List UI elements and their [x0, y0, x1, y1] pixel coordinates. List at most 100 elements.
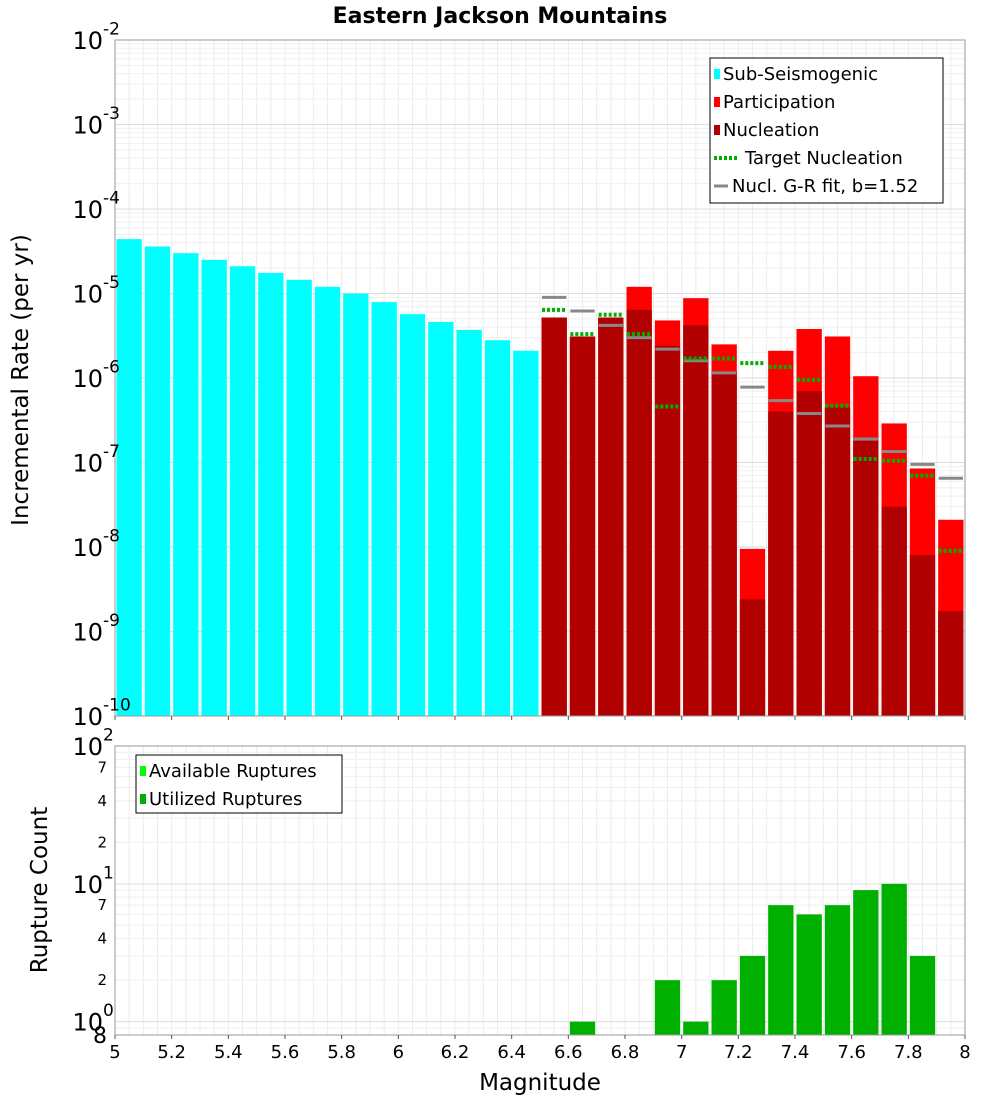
sub-seismogenic-bar: [258, 272, 284, 716]
plot-border: [114, 39, 966, 717]
x-tick-label: 5.2: [157, 1042, 186, 1063]
legend-swatch: [714, 97, 720, 107]
legend-swatch: [714, 125, 720, 135]
x-axis-label: Magnitude: [479, 1070, 601, 1096]
y-tick-label: 10: [72, 365, 103, 393]
sub-seismogenic-bar: [484, 340, 511, 716]
legend-box: [135, 754, 343, 814]
x-tick-label: 6.2: [441, 1042, 470, 1063]
y-minor-tick-label: 7: [97, 896, 107, 914]
y-minor-tick-label: 4: [97, 792, 107, 810]
x-tick-label: 5.4: [214, 1042, 243, 1063]
utilized-ruptures-bar: [909, 955, 936, 1035]
chart-title: Eastern Jackson Mountains: [333, 4, 668, 29]
utilized-ruptures-bar: [768, 905, 794, 1035]
x-tick-label: 6: [393, 1042, 404, 1063]
legend-label: Sub-Seismogenic: [723, 64, 878, 85]
nucleation-bar: [541, 317, 567, 716]
plot-border: [114, 745, 966, 1036]
count-legend: Available Ruptures Utilized Ruptures: [135, 754, 343, 814]
y-minor-tick-label: 7: [97, 758, 107, 776]
nucleation-bar: [938, 610, 964, 716]
utilized-ruptures-bar: [824, 905, 851, 1035]
sub-seismogenic-bar: [343, 293, 369, 716]
nucleation-bar: [711, 371, 737, 716]
utilized-ruptures-bar: [569, 1021, 596, 1035]
utilized-ruptures-bar: [654, 980, 681, 1035]
x-tick-label: 7.4: [781, 1042, 810, 1063]
y-tick-exponent: 1: [103, 863, 114, 883]
y-tick-exponent: -9: [103, 611, 120, 631]
nucleation-bar: [569, 336, 596, 716]
utilized-ruptures-bar: [853, 890, 879, 1035]
nucleation-bar: [654, 345, 681, 716]
y-bottom-tick-label: 8: [93, 1024, 107, 1049]
sub-seismogenic-bar: [116, 239, 142, 717]
utilized-ruptures-bar: [796, 914, 822, 1035]
nucleation-bar: [796, 391, 822, 716]
sub-seismogenic-bar: [399, 314, 426, 716]
y-minor-tick-label: 2: [97, 971, 107, 989]
legend-label: Available Ruptures: [149, 761, 317, 782]
count-plot: 5 5.2 5.4 5.6 5.8 6 6.2 6.4 6.6 6.8 7 7.2 7.4 7.6 7.8 8…: [72, 726, 970, 1063]
y-tick-label: 10: [72, 534, 103, 562]
legend-label: Nucleation: [723, 120, 819, 141]
y-tick-label: 10: [72, 27, 103, 55]
nucleation-bar: [768, 411, 794, 716]
x-tick-label: 6.8: [611, 1042, 640, 1063]
y-tick-label: 10: [72, 733, 103, 761]
legend-swatch: [140, 766, 146, 776]
y-tick-exponent: -7: [103, 442, 120, 462]
x-tick-label: 5.8: [327, 1042, 356, 1063]
sub-seismogenic-bar: [456, 329, 482, 716]
nucleation-bar: [824, 407, 851, 716]
nucleation-bar: [598, 317, 624, 716]
sub-seismogenic-bar: [144, 246, 171, 716]
x-tick-label: 7.8: [894, 1042, 923, 1063]
sub-seismogenic-bar: [314, 286, 341, 716]
y-tick-label: 10: [72, 1009, 103, 1037]
x-tick-label: 6.6: [554, 1042, 583, 1063]
nucleation-bar: [683, 325, 709, 716]
y-tick-exponent: 2: [103, 726, 114, 746]
utilized-ruptures-bar: [683, 1021, 709, 1035]
x-tick-label: 7.2: [724, 1042, 753, 1063]
nucleation-bar: [853, 440, 879, 716]
sub-seismogenic-bar: [371, 302, 397, 716]
y-tick-exponent: -10: [103, 696, 131, 716]
nucleation-bar: [626, 309, 652, 716]
top-y-axis-label: Incremental Rate (per yr): [8, 234, 34, 526]
sub-seismogenic-bar: [173, 253, 199, 716]
x-tick-label: 8: [959, 1042, 970, 1063]
y-tick-exponent: -3: [103, 104, 120, 124]
nucleation-bar: [739, 599, 766, 716]
y-tick-label: 10: [72, 281, 103, 309]
bottom-y-axis-label: Rupture Count: [27, 807, 53, 973]
y-tick-label: 10: [72, 112, 103, 140]
y-tick-label: 10: [72, 619, 103, 647]
legend-swatch: [714, 69, 720, 79]
utilized-ruptures-bar: [739, 955, 766, 1035]
y-tick-exponent: -4: [103, 189, 120, 209]
y-minor-tick-label: 2: [97, 833, 107, 851]
y-tick-exponent: -2: [103, 20, 120, 40]
sub-seismogenic-bar: [229, 266, 256, 716]
legend-box: [709, 57, 944, 204]
x-tick-label: 6.4: [497, 1042, 526, 1063]
y-minor-tick-label: 4: [97, 930, 107, 948]
legend-swatch: [140, 794, 146, 804]
sub-seismogenic-bar: [201, 259, 227, 716]
utilized-ruptures-bar: [881, 883, 907, 1035]
x-tick-label: 7.6: [837, 1042, 866, 1063]
legend-label: Target Nucleation: [744, 148, 903, 169]
x-tick-label: 5: [109, 1042, 120, 1063]
nucleation-bar: [881, 506, 907, 716]
legend-label: Nucl. G-R fit, b=1.52: [732, 176, 918, 197]
sub-seismogenic-bar: [513, 350, 539, 716]
y-tick-exponent: 0: [103, 1001, 114, 1021]
y-tick-label: 10: [72, 450, 103, 478]
y-tick-exponent: -6: [103, 358, 120, 378]
nucleation-bar: [909, 555, 936, 716]
